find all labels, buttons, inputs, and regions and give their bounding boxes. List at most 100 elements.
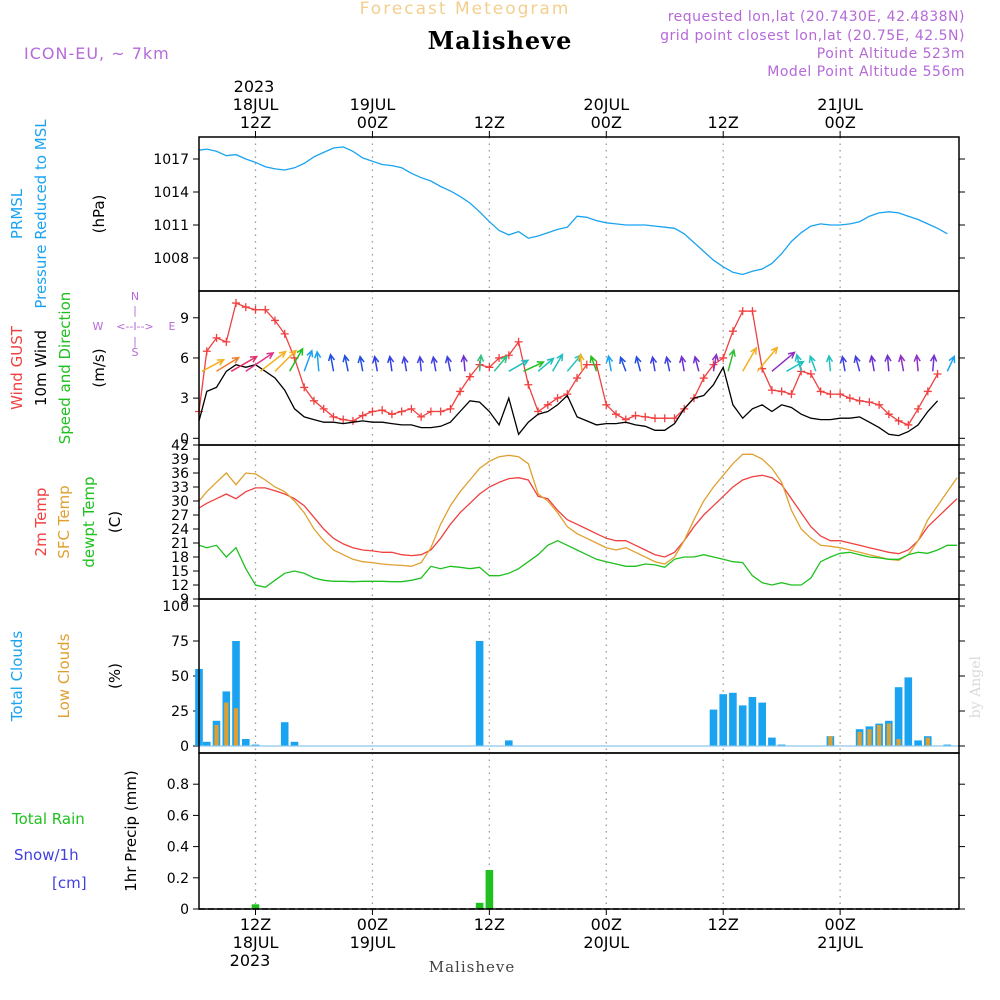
gust-marker xyxy=(261,305,270,314)
y-tick-label: 12 xyxy=(171,578,189,594)
cloud-bar xyxy=(894,687,903,746)
gust-marker xyxy=(407,404,416,413)
compass-mark: <--I--> xyxy=(116,320,154,333)
cloud-bar xyxy=(214,725,219,746)
wind-arrow xyxy=(327,352,336,372)
bottom-year-label: 2023 xyxy=(230,951,271,970)
cloud-bar xyxy=(748,697,757,746)
panel-frame xyxy=(198,598,960,754)
top-date-label: 21JUL xyxy=(817,95,863,114)
gust-marker xyxy=(456,387,465,396)
gust-marker xyxy=(514,337,523,346)
panel-frame xyxy=(198,444,960,600)
cloud-bar xyxy=(729,692,737,746)
wind-arrow xyxy=(649,355,658,372)
cloud-bar xyxy=(877,725,882,746)
y-tick-label: 0.6 xyxy=(167,808,189,824)
wind-arrow xyxy=(634,355,642,372)
series-line xyxy=(198,363,939,437)
y-tick-label: 24 xyxy=(171,522,189,538)
y-tick-label: 33 xyxy=(171,480,189,496)
gust-marker xyxy=(358,411,367,420)
bottom-time-label: 00Z xyxy=(591,915,622,934)
cloud-bar xyxy=(896,739,901,746)
y-tick-label: 50 xyxy=(171,669,189,685)
y-axis-label: (hPa) xyxy=(90,195,108,234)
gust-marker xyxy=(651,414,659,423)
gust-marker xyxy=(378,406,387,415)
wind-arrow xyxy=(868,354,877,372)
bottom-date-label: 18JUL xyxy=(233,933,279,952)
gust-marker xyxy=(436,407,445,416)
wind-arrow xyxy=(386,354,395,372)
wind-arrow xyxy=(913,353,921,372)
gust-marker xyxy=(251,305,260,314)
gust-marker xyxy=(748,307,757,316)
wind-arrow xyxy=(430,355,438,372)
y-tick-label: 1017 xyxy=(153,152,189,168)
wind-arrow xyxy=(201,359,226,372)
y-tick-label: 1014 xyxy=(153,185,189,201)
gust-marker xyxy=(573,374,582,383)
cloud-bar xyxy=(777,744,786,746)
cloud-bar xyxy=(904,677,913,746)
gust-marker xyxy=(914,404,923,413)
panel-frame xyxy=(198,752,960,910)
y-axis-label: (C) xyxy=(106,511,124,533)
gust-marker xyxy=(202,347,211,356)
gust-marker xyxy=(719,353,728,362)
gust-marker xyxy=(397,407,406,416)
wind-arrow xyxy=(727,348,736,372)
wind-arrow xyxy=(619,355,627,372)
series-line xyxy=(198,453,958,567)
top-year-label: 2023 xyxy=(234,77,275,96)
wind-arrow xyxy=(839,354,848,372)
y-tick-label: 39 xyxy=(171,452,189,468)
gust-marker xyxy=(933,370,942,379)
cloud-bar xyxy=(867,729,872,746)
cloud-bar xyxy=(828,736,833,746)
top-time-label: 12Z xyxy=(474,113,505,132)
wind-arrow xyxy=(508,359,530,372)
gust-marker xyxy=(904,420,913,429)
wind-arrow xyxy=(537,357,555,372)
cloud-bar xyxy=(233,708,239,746)
cloud-bar xyxy=(242,739,250,746)
y-tick-label: 25 xyxy=(171,704,189,720)
precip-bar xyxy=(475,902,484,909)
top-date-label: 20JUL xyxy=(583,95,629,114)
gust-marker xyxy=(884,410,893,419)
gust-marker xyxy=(845,394,854,403)
bottom-time-label: 00Z xyxy=(824,915,855,934)
gust-marker xyxy=(387,410,396,419)
precip-label-rain: Total Rain xyxy=(11,810,85,828)
gust-marker xyxy=(504,351,513,360)
y-tick-label: 36 xyxy=(171,466,189,482)
gust-marker xyxy=(319,404,328,413)
gust-marker xyxy=(485,363,494,372)
gust-marker xyxy=(212,333,221,342)
wind-arrow xyxy=(245,351,275,372)
gust-marker xyxy=(923,387,932,396)
precip-bar xyxy=(251,904,260,909)
bottom-time-label: 12Z xyxy=(240,915,271,934)
precip-label-snow: Snow/1h xyxy=(14,846,79,864)
wind-arrow xyxy=(444,355,452,372)
gust-marker xyxy=(446,404,455,413)
wind-arrow xyxy=(303,349,314,372)
y-axis-label: Speed and Direction xyxy=(56,292,74,445)
y-axis-label: 1hr Precip (mm) xyxy=(122,770,140,891)
y-tick-label: 0.8 xyxy=(167,777,189,793)
wind-arrow xyxy=(288,347,304,372)
wind-arrow xyxy=(476,353,485,372)
compass-e-label: E xyxy=(169,320,176,333)
cloud-bar xyxy=(719,694,727,746)
wind-arrow xyxy=(853,354,861,372)
cloud-bar xyxy=(203,741,211,746)
y-axis-label: Total Clouds xyxy=(8,631,26,723)
gust-marker xyxy=(417,412,426,421)
y-tick-label: 9 xyxy=(180,311,189,327)
cloud-bar xyxy=(914,740,922,746)
wind-arrow xyxy=(589,354,598,372)
